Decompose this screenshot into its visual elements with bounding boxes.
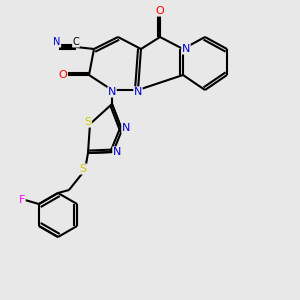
Text: N: N — [53, 37, 61, 47]
Text: S: S — [84, 117, 92, 127]
Text: N: N — [108, 87, 116, 97]
Text: N: N — [122, 123, 130, 133]
Text: S: S — [80, 164, 87, 174]
Text: N: N — [113, 147, 121, 157]
Text: N: N — [182, 44, 190, 54]
Text: N: N — [134, 87, 142, 97]
Text: F: F — [19, 195, 25, 205]
Text: C: C — [73, 37, 80, 47]
Text: O: O — [58, 70, 68, 80]
Text: O: O — [156, 6, 164, 16]
